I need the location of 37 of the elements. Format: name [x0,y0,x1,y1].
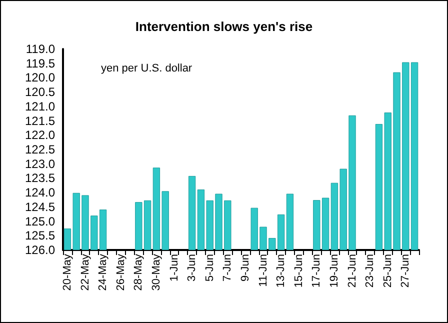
y-tick-label: 122.5 [24,142,56,156]
y-tick-label: 120.0 [24,70,56,85]
x-tick-label: 25-Jun [382,254,394,288]
x-tick-label: 5-Jun [204,254,216,282]
x-tick-label: 27-Jun [400,254,412,288]
y-tick-label: 124.0 [24,186,56,200]
y-tick-label: 125.0 [24,214,56,228]
x-tick-label: 23-Jun [364,254,376,288]
y-tick-label: 123.0 [24,156,56,171]
annotation: yen per U.S. dollar [101,62,192,74]
x-tick-label: 7-Jun [222,254,234,282]
x-tick-label: 15-Jun [292,254,305,288]
y-tick-label: 121.5 [24,114,56,128]
x-tick-label: 20-May [61,254,74,291]
y-tick-label: 119.0 [26,42,56,56]
y-tick-label: 121.0 [24,99,56,114]
x-tick-label: 13-Jun [275,254,288,288]
x-tick-label: 30-May [150,254,162,291]
x-tick-label: 22-May [79,254,92,291]
x-tick-label: 1-Jun [168,254,180,282]
x-tick-label: 19-Jun [328,254,340,288]
chart-title: Intervention slows yen's rise [135,19,313,34]
y-tick-label: 123.5 [24,171,56,186]
y-tick-label: 119.5 [26,56,56,70]
y-tick-label: 125.5 [24,228,56,243]
y-tick-label: 122.0 [24,128,56,142]
x-tick-label: 17-Jun [310,254,323,288]
y-tick-label: 120.5 [24,85,56,100]
x-tick-label: 24-May [97,254,110,291]
x-tick-label: 3-Jun [186,254,198,282]
y-tick-label: 126.0 [24,243,56,257]
y-tick-label: 124.5 [24,200,56,214]
x-tick-label: 21-Jun [346,254,358,288]
x-tick-label: 9-Jun [239,254,252,282]
x-tick-label: 26-May [114,254,127,291]
x-tick-label: 11-Jun [257,254,270,287]
x-tick-label: 28-May [132,254,145,291]
